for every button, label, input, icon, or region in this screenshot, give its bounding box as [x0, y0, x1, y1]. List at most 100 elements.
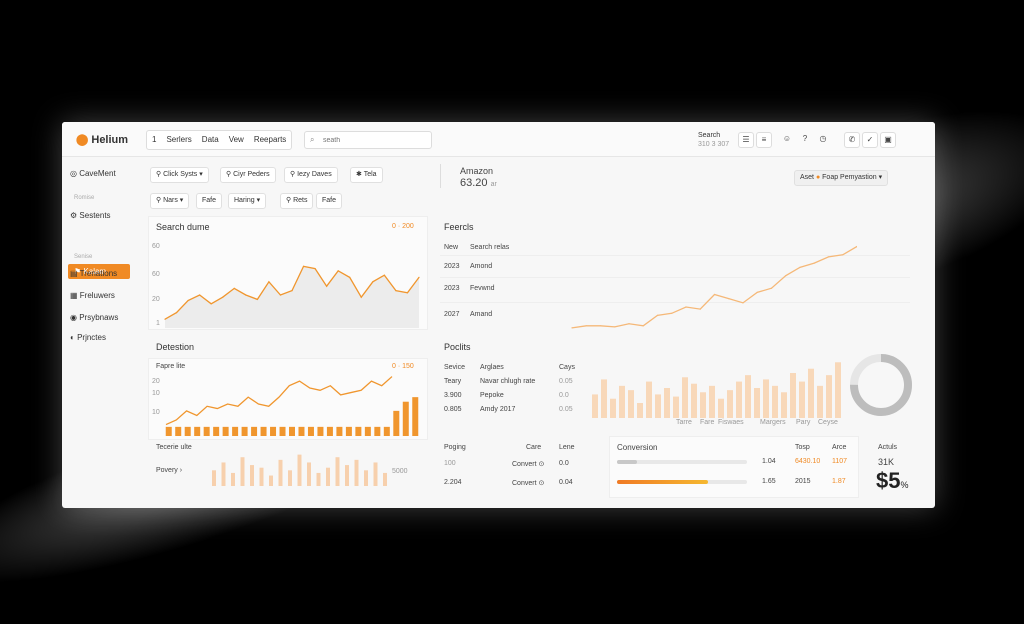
- menu-item[interactable]: Serlers: [166, 135, 192, 144]
- filter-chip[interactable]: ⚲ Click Systs ▾: [150, 167, 209, 183]
- menu-item[interactable]: 1: [152, 135, 157, 144]
- app-logo[interactable]: ⬤ Helium: [76, 133, 128, 146]
- table-header: Search relas: [470, 244, 510, 251]
- refresh-icon[interactable]: ⊙: [538, 461, 545, 468]
- data-point: [842, 254, 844, 256]
- list-icon[interactable]: ☰: [738, 132, 754, 148]
- data-point: [187, 299, 189, 302]
- bar: [307, 426, 314, 436]
- header-stat-value: 63.20 ar: [460, 177, 497, 189]
- sidebar-item[interactable]: ◉ Prsybnaws: [70, 313, 119, 322]
- sidebar-item-top[interactable]: ◎ CaveMent: [70, 169, 116, 178]
- table-cell: 6430.10: [795, 458, 821, 465]
- data-point: [856, 245, 857, 248]
- footer-link[interactable]: Povery ›: [156, 467, 183, 474]
- menu-icon[interactable]: ≡: [756, 132, 772, 148]
- filter-chip[interactable]: ⚲ Nars ▾: [150, 193, 190, 209]
- sidebar-item[interactable]: ◐ Prjnctes: [70, 333, 106, 342]
- bar: [383, 472, 387, 486]
- table-cell: 0.05: [559, 378, 573, 385]
- search-input[interactable]: [321, 134, 425, 147]
- top-bar: ⬤ Helium 1 Serlers Data Vew Reeparts ⌕ S…: [62, 122, 935, 157]
- search-summary-value: 310 3 307: [698, 141, 730, 148]
- bar: [763, 379, 769, 418]
- logo-icon: ⬤: [76, 134, 92, 146]
- filter-chip[interactable]: Fafe: [196, 193, 223, 209]
- footer-title: Tecerie ulte: [156, 444, 192, 451]
- asset-dropdown-value: Foap Pemyastion: [822, 174, 877, 181]
- filter-chip[interactable]: ✱ Tela: [350, 167, 383, 183]
- menu-item[interactable]: Data: [201, 135, 219, 144]
- bar-label: Tarre: [676, 419, 692, 426]
- filter-chip-label: Rets: [293, 197, 308, 204]
- y-tick: 20: [152, 378, 160, 385]
- data-point: [599, 325, 602, 327]
- sidebar-item[interactable]: ▤ Trenations: [70, 269, 118, 278]
- bar: [772, 385, 778, 418]
- bar: [601, 379, 607, 418]
- menu-item[interactable]: Reeparts: [253, 135, 287, 144]
- refresh-icon[interactable]: ⊙: [538, 480, 545, 487]
- progress-fill: [617, 460, 637, 464]
- bar: [364, 426, 371, 436]
- data-point: [628, 323, 630, 325]
- phone-icon[interactable]: ✆: [844, 132, 860, 148]
- data-point: [233, 287, 235, 289]
- donut-chart: [850, 354, 912, 416]
- data-point: [302, 265, 305, 267]
- filter-chip[interactable]: Haring ▾: [228, 193, 267, 209]
- sidebar: ◎ CaveMent Romise ⚙ Sestents ⚑ Kalam Sen…: [62, 157, 140, 508]
- row-divider: [440, 277, 910, 278]
- bar: [213, 426, 220, 436]
- menu-item[interactable]: Vew: [228, 135, 244, 144]
- data-point: [685, 306, 687, 308]
- bar: [354, 459, 359, 486]
- data-point: [756, 291, 758, 293]
- bar: [250, 465, 254, 486]
- bar: [383, 426, 390, 436]
- panel-title: Conversion: [617, 443, 658, 452]
- table-cell: Amdy 2017: [480, 406, 516, 413]
- check-icon[interactable]: ✓: [862, 132, 878, 148]
- sidebar-item-label: Freluwers: [79, 291, 115, 300]
- bar: [336, 426, 343, 436]
- bar: [175, 426, 182, 436]
- clipboard-icon[interactable]: ▣: [880, 132, 896, 148]
- user-icon[interactable]: ☺: [782, 134, 792, 143]
- sidebar-item-active[interactable]: ⚑ Kalam: [68, 264, 130, 279]
- bar: [298, 426, 305, 436]
- data-point: [199, 294, 201, 296]
- filter-chip[interactable]: ⚲ Ciyr Peders: [220, 167, 276, 183]
- help-icon[interactable]: ◷: [819, 134, 827, 143]
- help-icon[interactable]: ?: [802, 134, 808, 143]
- data-point: [360, 296, 362, 298]
- asset-dropdown[interactable]: Aset ● Foap Pemyastion ▾: [794, 170, 889, 186]
- footer-bars: [212, 454, 387, 486]
- filter-chip[interactable]: Fafe: [316, 193, 343, 209]
- table-cell: 2027: [444, 311, 460, 318]
- sidebar-item[interactable]: ⚙ Sestents: [70, 211, 111, 220]
- sidebar-section: Romise: [74, 195, 95, 201]
- table-cell: Amand: [470, 311, 493, 318]
- data-point: [349, 276, 351, 278]
- table-cell: 0.0: [559, 392, 569, 399]
- bar: [307, 462, 311, 486]
- bar: [682, 377, 688, 418]
- bar: [754, 388, 760, 418]
- bar: [393, 410, 400, 436]
- main-menu: 1 Serlers Data Vew Reeparts: [146, 130, 293, 150]
- detection-chart: [165, 376, 419, 436]
- actuals-sub: 31K: [878, 457, 895, 467]
- actuals-number: $5: [876, 468, 901, 493]
- data-point: [210, 303, 212, 305]
- bar: [781, 392, 787, 418]
- y-tick: 20: [152, 296, 160, 303]
- sidebar-item[interactable]: ▦ Freluwers: [70, 291, 115, 300]
- y-tick: 10: [152, 409, 160, 416]
- data-point: [642, 325, 644, 327]
- conversion-progress: [617, 460, 747, 464]
- filter-chip[interactable]: ⚲ Iezy Daves: [284, 167, 338, 183]
- detection-chart-panel: [148, 358, 428, 440]
- bar-label: Pary: [796, 419, 811, 426]
- filter-chip[interactable]: ⚲ Rets: [280, 193, 314, 209]
